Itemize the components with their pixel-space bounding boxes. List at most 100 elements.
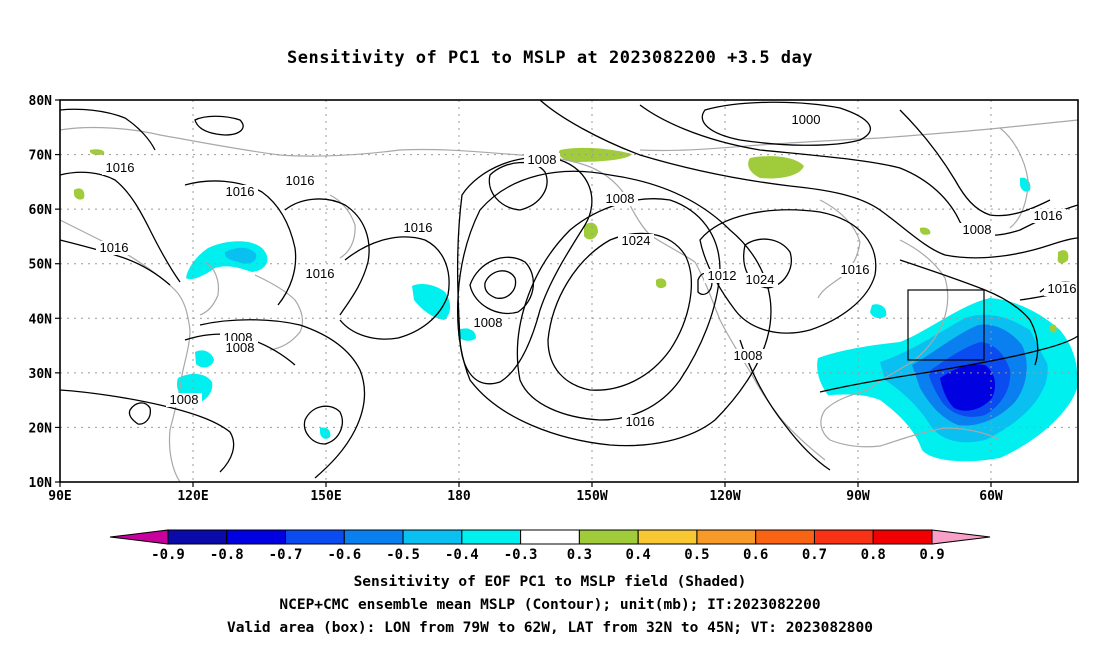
contour-1008-arctic [639, 104, 1079, 236]
colorbar-label: 0.4 [626, 547, 651, 563]
map-frame [59, 99, 1079, 483]
coast-gulf [820, 389, 881, 448]
lat-label: 60N [29, 203, 53, 218]
colorbar-label: -0.8 [210, 547, 244, 563]
contour-1008-low1 [488, 161, 548, 211]
contour-labels: 1000 1008 1016 1016 1008 1016 1024 1008 1016 1024… [96, 112, 1080, 429]
lat-label: 30N [29, 367, 53, 382]
colorbar-cell [813, 529, 874, 545]
contour-label-bg [222, 185, 258, 199]
coast-asia-east [59, 219, 191, 483]
colorbar-label: -0.3 [504, 547, 538, 563]
colorbar-label: 0.6 [743, 547, 768, 563]
lon-label: 150W [576, 489, 607, 504]
caption-line-3: Valid area (box): LON from 79W to 62W, L… [226, 620, 873, 636]
lat-label: 80N [29, 94, 53, 109]
contour-1020-pac [516, 198, 721, 421]
contour-label: 1016 [1034, 208, 1063, 223]
contour-1008-sea [59, 389, 235, 473]
colorbar-cell [167, 529, 228, 545]
shade-lightblue-japan [224, 247, 257, 264]
longitude-labels: 90E 120E 150E 180 150W 120W 90W 60W [48, 489, 1003, 504]
contour-label-bg [222, 341, 258, 355]
lon-label: 180 [447, 489, 471, 504]
coast-siberia [59, 126, 586, 166]
colorbar-cell [872, 529, 933, 545]
shade-green-labrador [920, 227, 931, 235]
lon-label: 90W [846, 489, 870, 504]
contour-label: 1016 [841, 262, 870, 277]
colorbar-cell [520, 529, 580, 545]
sensitivity-shading [74, 147, 1078, 462]
contour-1008-arctic-w [59, 108, 156, 151]
contour-1016-greenland [899, 109, 1051, 217]
contour-label: 1024 [746, 272, 775, 287]
colorbar-cell [226, 529, 287, 545]
contour-label: 1012 [708, 268, 737, 283]
colorbar-label: 0.3 [567, 547, 592, 563]
contour-label: 1008 [170, 392, 199, 407]
shade-green-pac [656, 278, 667, 289]
contour-1016-pac-outer [457, 170, 772, 447]
shade-cyan-sea2 [195, 350, 214, 368]
mslp-contours [59, 99, 1079, 479]
contour-label-bg [1030, 209, 1066, 223]
coast-na-east [867, 239, 949, 391]
colorbar-label: 0.5 [684, 547, 709, 563]
colorbar-label: -0.7 [269, 547, 303, 563]
colorbar-label: 0.9 [919, 547, 944, 563]
contour-1008-sea2 [128, 402, 151, 425]
caption-line-1: Sensitivity of EOF PC1 to MSLP field (Sh… [353, 574, 747, 590]
shade-cyan-pac4 [870, 304, 887, 319]
lat-label: 50N [29, 258, 53, 273]
contour-1024-pac [547, 232, 692, 391]
lon-label: 150E [310, 489, 341, 504]
contour-1000-arctic [701, 101, 872, 146]
contour-1016-kam [284, 198, 370, 316]
contour-label-bg [524, 153, 560, 167]
contour-1016-na [699, 209, 877, 334]
contour-1008-low2 [469, 256, 535, 314]
contour-label-bg [166, 393, 202, 407]
colorbar-labels: -0.9 -0.8 -0.7 -0.6 -0.5 -0.4 -0.3 0.3 0.4 0.5 0.6… [151, 547, 945, 563]
shade-blue3-atlantic [940, 364, 996, 411]
shade-green-atl1 [1057, 250, 1069, 264]
colorbar-arrow-left [109, 529, 169, 545]
latitude-labels: 80N 70N 60N 50N 40N 30N 20N 10N [29, 94, 53, 491]
shade-cyan-pac2 [458, 328, 476, 341]
coast-caribbean [879, 427, 1001, 447]
shade-cyan-japan [186, 241, 268, 280]
colorbar-cell [461, 529, 522, 545]
colorbar-label: -0.6 [327, 547, 361, 563]
shade-cyan-pac3 [320, 427, 331, 439]
contour-label: 1016 [106, 160, 135, 175]
contour-label: 1016 [1048, 281, 1077, 296]
shade-green-arctic2 [748, 156, 804, 179]
contour-1016-siberia-low [194, 115, 244, 136]
coast-na-west [694, 261, 826, 461]
contour-label: 1024 [622, 233, 651, 248]
colorbar-cell [578, 529, 639, 545]
lat-label: 40N [29, 312, 53, 327]
contour-label-bg [282, 174, 318, 188]
contour-label-bg [730, 349, 766, 363]
contour-label-bg [302, 267, 338, 281]
shade-cyan-east [1030, 315, 1070, 385]
contour-label: 1008 [734, 348, 763, 363]
figure-title: Sensitivity of PC1 to MSLP at 2023082200… [286, 48, 813, 68]
contour-label: 1008 [963, 222, 992, 237]
colorbar-cell [402, 529, 463, 545]
contour-label: 1016 [226, 184, 255, 199]
coast-kamchatka [329, 194, 356, 259]
caption-line-2: NCEP+CMC ensemble mean MSLP (Contour); u… [279, 597, 821, 613]
lon-label: 90E [48, 489, 71, 504]
shade-cyan-canada [1020, 177, 1031, 192]
colorbar-arrow-right [931, 529, 991, 545]
contour-label-bg [742, 273, 778, 287]
colorbar-cell [755, 529, 815, 545]
contour-1016-north [539, 99, 1079, 259]
contour-1008-na-south [739, 339, 831, 471]
coast-hudson [817, 199, 861, 299]
contour-label: 1008 [226, 340, 255, 355]
shade-green-arctic1 [558, 147, 632, 162]
